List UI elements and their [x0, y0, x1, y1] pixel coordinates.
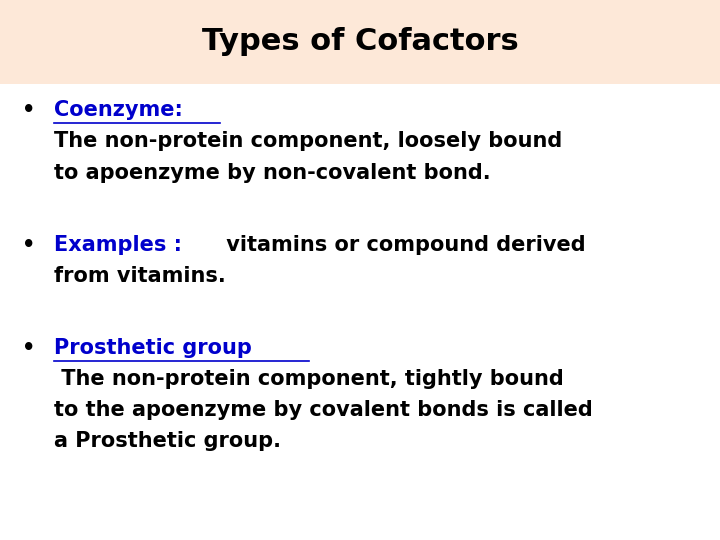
Text: The non-protein component, tightly bound: The non-protein component, tightly bound	[54, 369, 564, 389]
Text: Types of Cofactors: Types of Cofactors	[202, 28, 518, 56]
Text: The non-protein component, loosely bound: The non-protein component, loosely bound	[54, 131, 562, 151]
Text: vitamins or compound derived: vitamins or compound derived	[219, 235, 586, 255]
Text: from vitamins.: from vitamins.	[54, 266, 226, 286]
FancyBboxPatch shape	[0, 0, 720, 84]
Text: •: •	[22, 100, 35, 120]
Text: Prosthetic group: Prosthetic group	[54, 338, 252, 357]
Text: •: •	[22, 338, 35, 357]
Text: a Prosthetic group.: a Prosthetic group.	[54, 431, 281, 451]
Text: Coenzyme:: Coenzyme:	[54, 100, 183, 120]
Text: to apoenzyme by non-covalent bond.: to apoenzyme by non-covalent bond.	[54, 163, 490, 183]
Text: to the apoenzyme by covalent bonds is called: to the apoenzyme by covalent bonds is ca…	[54, 400, 593, 420]
Text: •: •	[22, 235, 35, 255]
Text: Examples :: Examples :	[54, 235, 182, 255]
